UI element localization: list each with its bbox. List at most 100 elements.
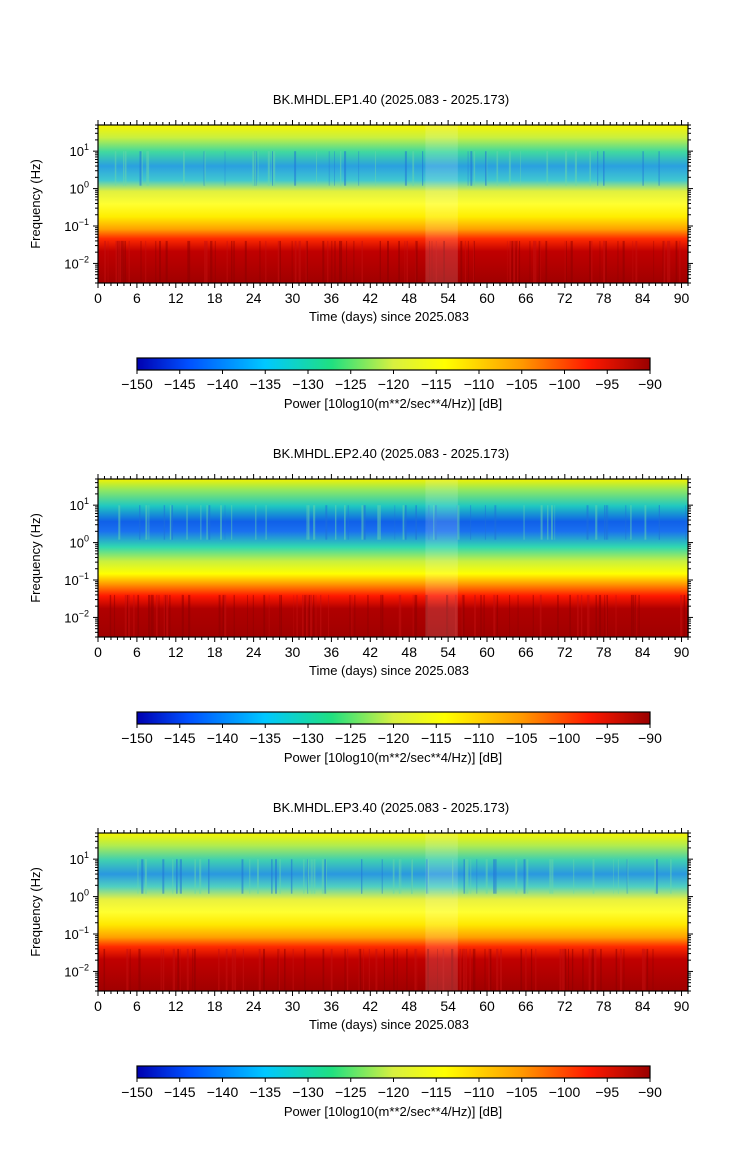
- spectrogram-streak: [630, 505, 632, 540]
- spectrogram-streak: [404, 240, 406, 283]
- chart-title: BK.MHDL.EP1.40 (2025.083 - 2025.173): [273, 92, 509, 107]
- spectrogram-streak: [169, 594, 171, 637]
- spectrogram-streak: [393, 948, 395, 991]
- spectrogram-streak: [273, 151, 276, 186]
- spectrogram-streak: [160, 948, 162, 991]
- spectrogram-streak: [310, 594, 313, 637]
- spectrogram-streak: [398, 594, 400, 637]
- spectrogram-image: [98, 125, 688, 283]
- spectrogram-streak: [148, 594, 150, 637]
- spectrogram-streak: [617, 240, 619, 283]
- colorbar-tick-label: −150: [121, 1084, 153, 1100]
- x-tick-label: 30: [285, 290, 301, 306]
- y-tick-label: 10−2: [64, 608, 89, 625]
- spectrogram-streak: [173, 948, 175, 991]
- spectrogram-streak: [294, 151, 297, 186]
- spectrogram-streak: [277, 240, 280, 283]
- spectrogram-streak: [465, 948, 468, 991]
- spectrogram-image: [98, 833, 688, 991]
- spectrogram-streak: [346, 240, 348, 283]
- x-tick-label: 0: [94, 290, 102, 306]
- spectrogram-streak: [210, 240, 212, 283]
- spectrogram-streak: [470, 859, 472, 894]
- spectrogram-streak: [497, 948, 499, 991]
- spectrogram-streak: [224, 505, 226, 540]
- spectrogram-streak: [452, 859, 454, 894]
- spectrogram-streak: [277, 948, 279, 991]
- x-tick-label: 36: [324, 290, 340, 306]
- spectrogram-streak: [587, 594, 590, 637]
- spectrogram-streak: [589, 151, 591, 186]
- spectrogram-streak: [406, 948, 408, 991]
- spectrogram-streak: [188, 240, 191, 283]
- spectrogram-streak: [493, 594, 496, 637]
- x-tick-label: 24: [246, 290, 262, 306]
- y-axis-label: Frequency (Hz): [28, 513, 43, 603]
- x-tick-label: 66: [518, 998, 534, 1014]
- spectrogram-streak: [658, 505, 660, 540]
- spectrogram-streak: [141, 859, 144, 894]
- spectrogram-streak: [588, 948, 591, 991]
- spectrogram-streak: [509, 240, 511, 283]
- spectrogram-streak: [586, 594, 588, 637]
- spectrogram-streak: [474, 240, 475, 283]
- spectrogram-streak: [415, 505, 417, 540]
- time-variability-streaks: [98, 859, 689, 991]
- spectrogram-streak: [278, 948, 280, 991]
- spectrogram-streak: [140, 240, 142, 283]
- x-tick-label: 36: [324, 998, 340, 1014]
- spectrogram-streak: [473, 151, 476, 186]
- spectrogram-streak: [632, 240, 634, 283]
- x-tick-label: 54: [440, 644, 456, 660]
- spectrogram-streak: [305, 240, 307, 283]
- spectrogram-streak: [426, 859, 428, 894]
- colorbar-tick-label: −110: [464, 730, 495, 746]
- spectrogram-streak: [467, 240, 469, 283]
- spectrogram-streak: [313, 859, 316, 894]
- spectrogram-streak: [467, 151, 469, 186]
- spectrogram-streak: [635, 240, 638, 283]
- spectrogram-streak: [569, 594, 571, 637]
- colorbar-tick-label: −105: [506, 376, 538, 392]
- spectrogram-streak: [604, 594, 606, 637]
- spectrogram-panel-1: BK.MHDL.EP1.40 (2025.083 - 2025.173) 0 6 12…: [28, 92, 693, 411]
- spectrogram-streak: [148, 505, 150, 540]
- colorbar-tick-label: −115: [421, 376, 452, 392]
- spectrogram-streak: [279, 859, 281, 894]
- spectrogram-streak: [344, 948, 346, 991]
- spectrogram-streak: [515, 240, 516, 283]
- spectrogram-streak: [313, 594, 315, 637]
- spectrogram-streak: [271, 859, 273, 894]
- spectrogram-streak: [557, 594, 559, 637]
- spectrogram-streak: [296, 594, 298, 637]
- spectrogram-streak: [466, 859, 469, 894]
- spectrogram-streak: [540, 240, 542, 283]
- spectrogram-streak: [392, 859, 395, 894]
- spectrogram-streak: [209, 505, 211, 540]
- spectrogram-streak: [304, 594, 306, 637]
- spectrogram-streak: [535, 948, 537, 991]
- spectrogram-streak: [619, 948, 622, 991]
- spectrogram-streak: [496, 594, 499, 637]
- spectrogram-streak: [554, 505, 556, 540]
- spectrogram-streak: [254, 151, 256, 186]
- spectrogram-streak: [470, 151, 473, 186]
- colorbar-tick-label: −130: [292, 376, 324, 392]
- spectrogram-streak: [592, 948, 594, 991]
- plot-frame: [97, 478, 689, 638]
- spectrogram-streak: [118, 505, 121, 540]
- spectrogram-streak: [303, 859, 305, 894]
- spectrogram-streak: [666, 240, 670, 283]
- spectrogram-streak: [603, 240, 605, 283]
- colorbar-label: Power [10log10(m**2/sec**4/Hz)] [dB]: [284, 750, 502, 765]
- x-axis-label: Time (days) since 2025.083: [309, 663, 469, 678]
- spectrogram-streak: [119, 240, 121, 283]
- spectrogram-streak: [644, 948, 646, 991]
- spectrogram-streak: [534, 240, 537, 283]
- spectrogram-streak: [428, 505, 430, 540]
- spectrogram-streak: [411, 859, 413, 894]
- spectrogram-streak: [564, 948, 567, 991]
- spectrogram-streak: [117, 240, 118, 283]
- spectrogram-streak: [330, 948, 333, 991]
